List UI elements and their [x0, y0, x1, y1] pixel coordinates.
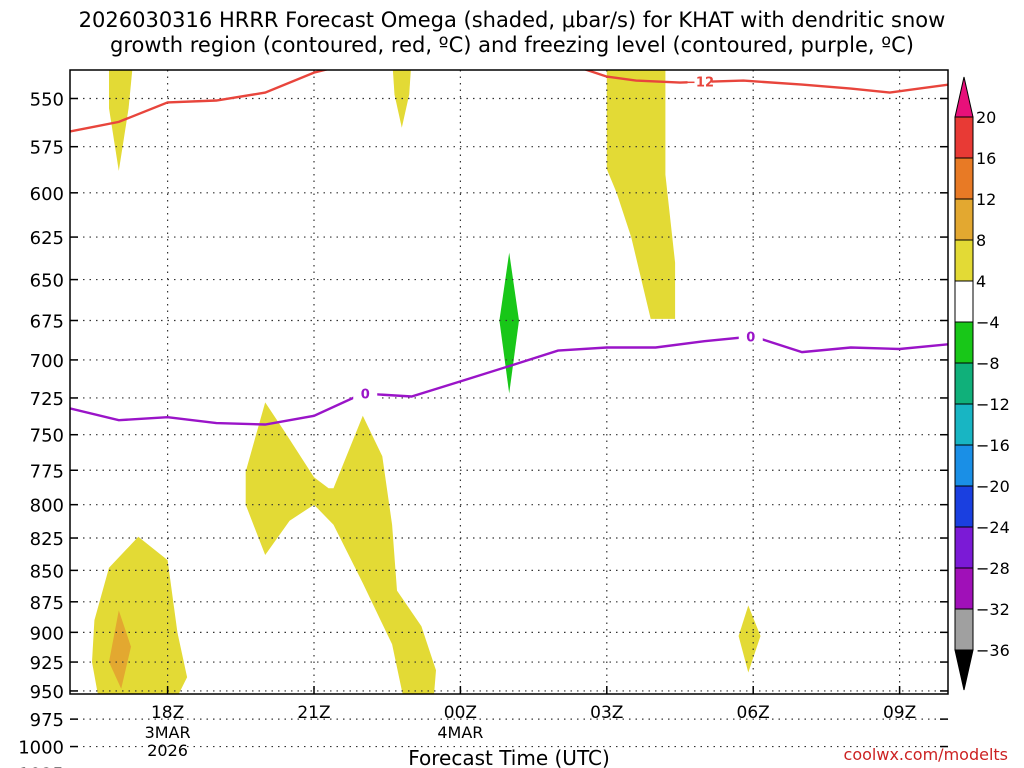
y-axis-ticks: 550 575 600 625 650 675 700 725 750 775 800 825 850 8… [18, 90, 948, 768]
colorbar-swatch [954, 526, 974, 569]
x-tick-sublabel: 4MAR [437, 723, 483, 742]
colorbar: 20 16 12 8 4 −4 −8 −12 −16 −20 −24 −28 −32 −36 [954, 76, 1010, 691]
contour-label-bg [738, 328, 763, 344]
colorbar-label: 20 [976, 108, 996, 127]
colorbar-label: −28 [976, 559, 1010, 578]
omega-region [499, 252, 519, 394]
omega-region [392, 70, 411, 128]
colorbar-swatch [954, 116, 974, 159]
y-tick-label: 750 [30, 426, 64, 447]
x-tick-sublabel: 2026 [147, 741, 188, 760]
colorbar-swatch [954, 608, 974, 651]
contour-layer [70, 70, 948, 426]
colorbar-cap-bottom [954, 649, 974, 691]
colorbar-swatch [954, 362, 974, 405]
y-tick-label: 825 [30, 529, 64, 550]
y-tick-label: 925 [30, 653, 64, 674]
y-tick-label: 700 [30, 351, 64, 372]
y-tick-label: 600 [30, 184, 64, 205]
y-tick-label: 1025 [18, 764, 64, 768]
site-credit: coolwx.com/modelts [843, 745, 1008, 764]
x-tick-label: 09Z [883, 703, 916, 723]
x-tick-label: 06Z [737, 703, 770, 723]
colorbar-label: −20 [976, 477, 1010, 496]
chart-title: 2026030316 HRRR Forecast Omega (shaded, … [78, 8, 946, 57]
y-tick-label: 1000 [18, 738, 64, 759]
contour-label: 0 [746, 330, 755, 345]
x-tick-label: 03Z [590, 703, 623, 723]
y-tick-label: 800 [30, 496, 64, 517]
y-tick-label: 550 [30, 90, 64, 111]
y-tick-label: 625 [30, 228, 64, 249]
omega-region [245, 402, 436, 694]
colorbar-swatch [954, 280, 974, 323]
y-tick-label: 775 [30, 461, 64, 482]
colorbar-label: −32 [976, 600, 1010, 619]
y-tick-label: 675 [30, 311, 64, 332]
colorbar-label: −4 [976, 313, 1000, 332]
contour-label-bg [353, 385, 378, 401]
y-tick-label: 975 [30, 710, 64, 731]
colorbar-label: −36 [976, 641, 1010, 660]
omega-shading-layer [92, 70, 761, 694]
colorbar-label: −24 [976, 518, 1010, 537]
y-tick-label: 900 [30, 623, 64, 644]
y-tick-label: 725 [30, 389, 64, 410]
freezing-level-line [70, 335, 948, 426]
y-tick-label: 575 [30, 138, 64, 159]
colorbar-swatch [954, 239, 974, 282]
x-tick-label: 18Z [151, 703, 184, 723]
colorbar-swatch [954, 444, 974, 487]
colorbar-cap-top [954, 76, 974, 118]
omega-region [109, 70, 133, 171]
y-tick-label: 875 [30, 593, 64, 614]
omega-region [738, 605, 761, 673]
colorbar-swatch [954, 567, 974, 610]
x-tick-label: 00Z [444, 703, 477, 723]
y-tick-label: 650 [30, 271, 64, 292]
omega-region [109, 610, 131, 689]
grid-layer [70, 70, 948, 748]
colorbar-swatch [954, 198, 974, 241]
contour-labels: −12 0 0 [353, 73, 763, 402]
y-tick-label: 950 [30, 682, 64, 703]
plot-frame [69, 69, 949, 695]
colorbar-label: 4 [976, 272, 986, 291]
colorbar-swatch [954, 403, 974, 446]
contour-label-bg [687, 73, 712, 89]
x-tick-label: 21Z [297, 703, 330, 723]
colorbar-swatch [954, 321, 974, 364]
colorbar-label: −8 [976, 354, 1000, 373]
x-tick-sublabel: 3MAR [145, 723, 191, 742]
colorbar-label: −12 [976, 395, 1010, 414]
colorbar-label: 12 [976, 190, 996, 209]
dendritic-contour-line [70, 70, 948, 133]
colorbar-swatch [954, 485, 974, 528]
y-tick-label: 850 [30, 561, 64, 582]
colorbar-label: 8 [976, 231, 986, 250]
omega-region [606, 70, 676, 319]
contour-label: 0 [361, 387, 370, 402]
colorbar-label: −16 [976, 436, 1010, 455]
colorbar-label: 16 [976, 149, 996, 168]
x-axis-title: Forecast Time (UTC) [408, 746, 610, 768]
colorbar-swatch [954, 157, 974, 200]
contour-label: −12 [685, 76, 714, 91]
